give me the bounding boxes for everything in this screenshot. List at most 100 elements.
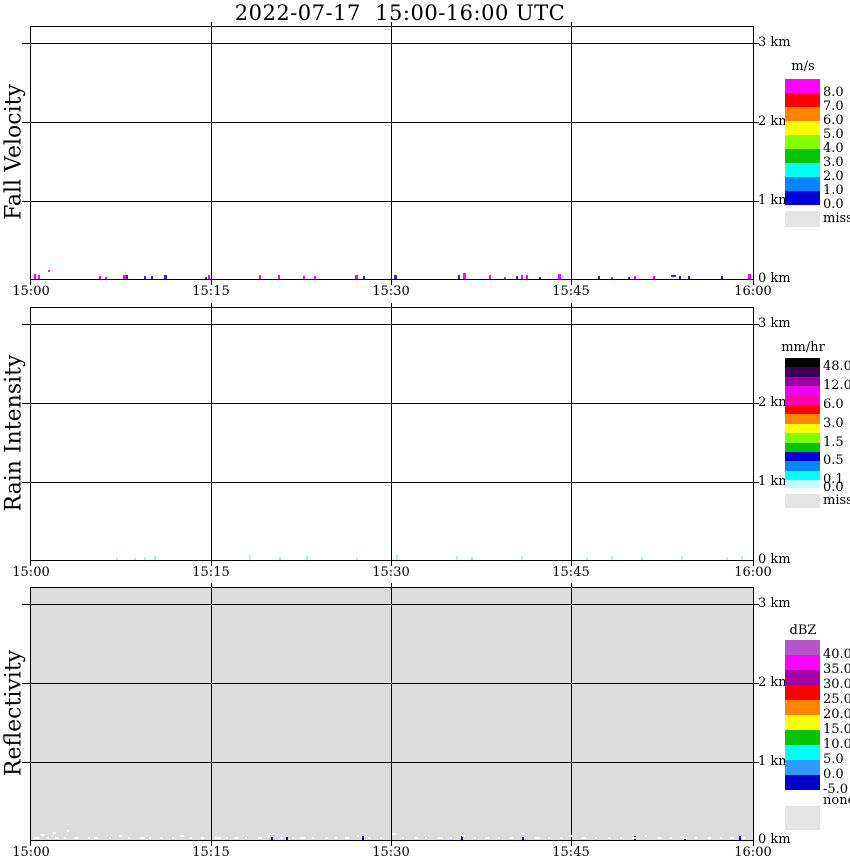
data-mark [34, 837, 39, 839]
x-tick-label: 15:45 [552, 284, 590, 299]
data-mark [34, 274, 36, 279]
legend-band-label: 30.0 [823, 677, 850, 692]
legend-band [785, 670, 820, 685]
y-axis-tick-right [754, 122, 759, 123]
legend-band [785, 730, 820, 745]
data-mark [402, 837, 404, 839]
legend-band-label: 0.0 [823, 197, 844, 212]
y-axis-tick-left [22, 324, 30, 325]
data-mark [172, 837, 174, 839]
data-mark [396, 555, 398, 560]
data-mark [748, 274, 751, 279]
data-mark [516, 276, 518, 279]
legend-band [785, 685, 820, 700]
data-mark [641, 557, 643, 560]
legend-missing-band [785, 494, 820, 508]
legend-band-label: 35.0 [823, 662, 850, 677]
x-axis-tick [571, 280, 572, 285]
x-axis-tick [753, 561, 754, 566]
data-mark [134, 558, 136, 560]
x-tick-label: 15:00 [12, 845, 50, 860]
legend-band [785, 177, 820, 191]
legend-band-label: 3.0 [823, 155, 844, 170]
y-axis-tick-left [22, 201, 30, 202]
data-mark [741, 556, 743, 560]
legend-band-label: 8.0 [823, 85, 844, 100]
data-mark [271, 837, 273, 840]
legend-band-label: 3.0 [823, 415, 844, 431]
data-mark [64, 837, 66, 839]
data-mark [154, 556, 156, 560]
data-mark [560, 837, 563, 839]
data-mark [144, 276, 146, 279]
y-axis-tick-left [22, 122, 30, 123]
x-axis-tick [391, 561, 392, 566]
y-axis-tick-right [754, 683, 759, 684]
legend-missing-band [785, 211, 820, 227]
legend-missing-label: miss [823, 211, 850, 226]
x-tick-label: 15:30 [372, 845, 410, 860]
data-mark [149, 837, 151, 839]
y-tick-label: 1 km [758, 754, 791, 769]
x-tick-label: 15:30 [372, 284, 410, 299]
x-axis-tick [211, 561, 212, 566]
data-mark [279, 557, 281, 560]
legend-missing-label: none [823, 793, 850, 808]
x-tick-label: 16:00 [734, 565, 772, 580]
x-axis-tick-top [391, 583, 392, 587]
legend-band-label: 6.0 [823, 397, 844, 412]
y-tick-label: 0 km [758, 832, 791, 847]
data-mark [425, 837, 427, 839]
data-mark [258, 837, 262, 839]
x-axis-tick-top [571, 583, 572, 587]
data-mark [306, 556, 308, 560]
x-axis-tick [391, 841, 392, 846]
data-mark [201, 837, 204, 839]
y-tick-label: 3 km [758, 316, 791, 331]
data-mark [489, 275, 491, 279]
legend-band [785, 715, 820, 730]
data-mark [303, 276, 305, 279]
x-axis-tick [211, 841, 212, 846]
panel-rain-intensity [30, 307, 754, 561]
data-mark [458, 275, 460, 279]
data-mark [249, 555, 251, 560]
page-title: 2022-07-17 15:00-16:00 UTC [234, 1, 566, 25]
legend-band [785, 480, 820, 488]
data-mark [456, 556, 458, 560]
data-mark [164, 275, 167, 279]
x-axis-tick-top [211, 303, 212, 307]
legend-band [785, 93, 820, 107]
data-mark [116, 557, 118, 560]
gridline-vertical [211, 27, 212, 279]
y-axis-tick-right [754, 43, 759, 44]
data-mark [126, 275, 128, 279]
y-axis-tick-left [22, 683, 30, 684]
x-tick-label: 15:15 [192, 565, 230, 580]
legend-band [785, 414, 820, 424]
y-axis-tick-left [22, 482, 30, 483]
data-mark [611, 277, 613, 279]
data-mark [180, 835, 184, 837]
data-mark [325, 837, 328, 839]
data-mark [368, 837, 371, 839]
data-mark [47, 837, 49, 839]
data-mark [335, 837, 337, 839]
gridline-vertical [211, 588, 212, 840]
legend-band-label: 25.0 [823, 692, 850, 707]
legend-band-label: 0.0 [823, 767, 844, 782]
legend-missing-label: miss [823, 493, 850, 508]
data-mark [235, 837, 238, 839]
data-mark [151, 276, 153, 279]
legend-title-mmhr: mm/hr [781, 340, 825, 355]
gridline-horizontal [31, 201, 753, 202]
x-axis-tick [571, 841, 572, 846]
legend-band-label: 5.0 [823, 127, 844, 142]
data-mark [38, 275, 40, 279]
data-mark [611, 556, 613, 560]
x-tick-label: 15:30 [372, 565, 410, 580]
data-mark [48, 270, 50, 272]
data-mark [357, 835, 359, 837]
legend-band [785, 760, 820, 775]
data-mark [292, 837, 294, 839]
